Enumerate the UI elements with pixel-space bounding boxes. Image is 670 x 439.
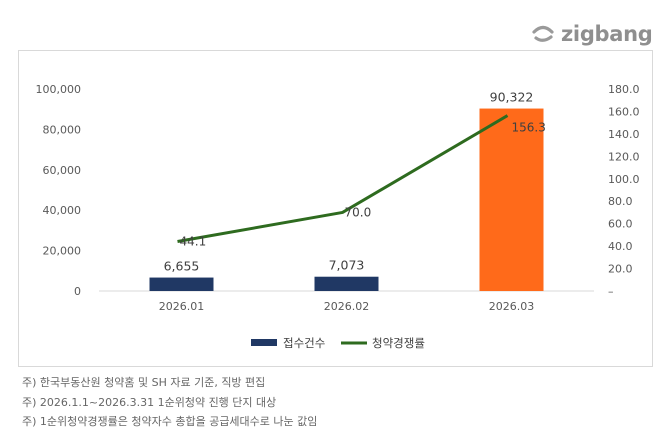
- bar: [149, 277, 214, 291]
- x-tick-label: 2026.03: [489, 300, 535, 313]
- footnotes: 주) 한국부동산원 청약홈 및 SH 자료 기준, 직방 편집 주) 2026.…: [22, 373, 317, 432]
- y-right-tick-label: 20.0: [608, 263, 633, 276]
- footnote: 주) 1순위청약경쟁률은 청약자수 총합을 공급세대수로 나눈 값임: [22, 415, 318, 428]
- line-data-label: 156.3: [512, 121, 546, 135]
- footnote: 주) 한국부동산원 청약홈 및 SH 자료 기준, 직방 편집: [22, 376, 266, 389]
- y-right-tick-label: 100.0: [608, 173, 640, 186]
- zigbang-logo-icon: [532, 25, 554, 42]
- y-right-tick-label: 60.0: [608, 218, 633, 231]
- y-right-tick-label: 80.0: [608, 195, 633, 208]
- combo-chart: 0 20,000 40,000 60,000 80,000 100,000 – 20.0 40.…: [36, 83, 640, 350]
- y-right-tick-label: 40.0: [608, 240, 633, 253]
- y-left-tick-label: 100,000: [36, 83, 82, 96]
- bar-data-label: 7,073: [329, 258, 365, 273]
- line-data-label: 70.0: [345, 205, 372, 219]
- bar-data-label: 90,322: [490, 90, 534, 105]
- y-left-tick-label: 80,000: [43, 123, 82, 136]
- legend-swatch-bar: [251, 339, 277, 346]
- y-right-tick-label: 120.0: [608, 150, 640, 163]
- footnote: 주) 2026.1.1~2026.3.31 1순위청약 진행 단지 대상: [22, 395, 277, 409]
- logo-text: zigbang: [561, 22, 653, 46]
- y-right-tick-label: 160.0: [608, 105, 640, 118]
- y-right-tick-label: 180.0: [608, 83, 640, 96]
- line-series: [177, 114, 509, 243]
- y-right-tick-label: –: [608, 285, 614, 298]
- y-left-tick-label: 0: [74, 285, 81, 298]
- legend-label: 접수건수: [283, 336, 325, 350]
- x-tick-label: 2026.01: [159, 300, 205, 313]
- chart-frame: 0 20,000 40,000 60,000 80,000 100,000 – 20.0 40.…: [18, 50, 653, 367]
- legend-label: 청약경쟁률: [372, 336, 425, 350]
- x-tick-label: 2026.02: [324, 300, 370, 313]
- bar-data-label: 6,655: [164, 259, 200, 274]
- brand-logo: zigbang: [530, 20, 653, 48]
- y-left-tick-label: 60,000: [43, 164, 82, 177]
- y-right-tick-label: 140.0: [608, 128, 640, 141]
- y-left-tick-label: 20,000: [43, 245, 82, 258]
- bar: [314, 276, 379, 291]
- line-data-label: 44.1: [180, 235, 207, 249]
- y-left-tick-label: 40,000: [43, 204, 82, 217]
- bar: [479, 108, 544, 291]
